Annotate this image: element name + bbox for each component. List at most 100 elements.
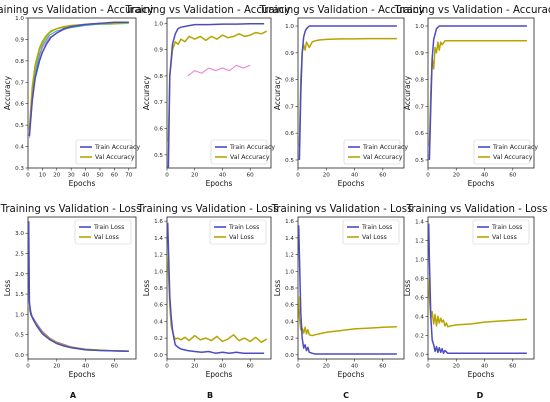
x-tick-label: 60 (509, 173, 517, 179)
y-tick-label: 0.5 (15, 333, 24, 339)
chart-title: Training vs Validation - Accuracy (125, 5, 291, 16)
subplot-loss_D: Training vs Validation - Loss 0 20 40 60 0.0 0… (403, 204, 547, 379)
y-tick-label: 0.8 (154, 74, 163, 80)
x-tick-label: 40 (481, 364, 489, 370)
x-tick-label: 40 (219, 364, 227, 370)
x-tick-label: 0 (26, 364, 30, 370)
x-axis-label: Epochs (338, 370, 365, 379)
axes-frame (27, 17, 137, 169)
y-tick-label: 0.4 (15, 145, 24, 151)
x-axis-label: Epochs (206, 370, 233, 379)
x-axis-label: Epochs (69, 179, 96, 188)
axes-frame (166, 17, 272, 169)
series-line-val (428, 278, 527, 328)
y-axis-label: Accuracy (403, 75, 412, 110)
x-axis-label: Epochs (468, 179, 495, 188)
y-axis-label: Loss (273, 280, 282, 297)
series-line-extra-teal (28, 308, 129, 352)
x-tick-label: 60 (111, 173, 119, 179)
x-tick-label: 20 (453, 364, 461, 370)
y-axis-label: Loss (403, 280, 412, 297)
y-axis-label: Loss (3, 280, 12, 297)
series-line-train (28, 221, 129, 353)
x-tick-label: 30 (68, 173, 76, 179)
y-tick-label: 1.6 (154, 219, 163, 225)
x-tick-label: 20 (191, 364, 199, 370)
series-line-train (298, 225, 397, 355)
series-line-extra-purple (28, 306, 129, 352)
chart-title: Training vs Validation - Loss (406, 204, 548, 215)
y-tick-label: 0.3 (15, 166, 24, 172)
axes-frame (427, 17, 535, 169)
x-tick-label: 0 (296, 364, 300, 370)
series-line-val (428, 40, 527, 147)
legend-entry: Val Loss (362, 234, 387, 241)
y-tick-label: 1.0 (415, 24, 424, 30)
y-tick-label: 2.0 (15, 272, 24, 278)
x-tick-label: 10 (39, 173, 47, 179)
y-tick-label: 0.6 (415, 131, 424, 137)
x-tick-label: 60 (247, 364, 255, 370)
x-tick-label: 70 (125, 173, 133, 179)
chart-title: Training vs Validation - Accuracy (259, 5, 425, 16)
legend-entry: Train Accuracy (492, 144, 538, 151)
legend-entry: Val Loss (229, 234, 254, 241)
chart-title: Training vs Validation - Loss (0, 204, 141, 215)
legend-entry: Val Loss (492, 234, 517, 241)
x-tick-label: 0 (426, 364, 430, 370)
axes-frame (27, 216, 137, 360)
y-tick-label: 0.7 (15, 80, 24, 86)
y-tick-label: 1.0 (154, 21, 163, 27)
x-axis-label: Epochs (69, 370, 96, 379)
x-tick-label: 0 (26, 173, 30, 179)
y-tick-label: 0.9 (154, 48, 163, 54)
series-line-val (28, 21, 129, 130)
x-tick-label: 0 (296, 173, 300, 179)
y-tick-label: 0.5 (154, 153, 163, 159)
x-tick-label: 60 (111, 364, 119, 370)
legend-entry: Train Accuracy (94, 144, 140, 151)
y-tick-label: 1.0 (154, 269, 163, 275)
legend-entry: Train Loss (361, 224, 392, 231)
y-tick-label: 1.0 (285, 24, 294, 30)
y-tick-label: 0.4 (154, 319, 163, 325)
y-tick-label: 0.5 (415, 158, 424, 164)
series-line-train (28, 21, 129, 136)
x-tick-label: 20 (323, 173, 331, 179)
series-line-train (298, 25, 397, 161)
series-line-val (298, 296, 397, 337)
y-tick-label: 1.5 (15, 292, 24, 298)
legend-box (342, 219, 400, 245)
legend: Train Loss Val Loss (209, 219, 267, 245)
y-tick-label: 1.0 (415, 258, 424, 264)
x-tick-label: 40 (82, 364, 90, 370)
x-tick-label: 60 (247, 173, 255, 179)
legend-entry: Val Accuracy (95, 154, 135, 161)
series-line-train (167, 222, 265, 354)
y-tick-label: 0.8 (285, 78, 294, 84)
legend-entry: Val Loss (94, 234, 119, 241)
y-tick-label: 1.0 (15, 16, 24, 22)
legend-box (210, 139, 268, 165)
y-tick-label: 0.6 (154, 303, 163, 309)
y-tick-label: 0.2 (285, 336, 294, 342)
x-tick-label: 40 (351, 364, 359, 370)
y-tick-label: 0.7 (285, 104, 294, 110)
y-tick-label: 1.2 (154, 253, 163, 259)
legend: Train Accuracy Val Accuracy (343, 139, 408, 165)
y-tick-label: 0.8 (415, 277, 424, 283)
subplot-acc_C: Training vs Validation - Accuracy 0 20 40 60… (259, 5, 425, 188)
x-tick-label: 40 (481, 173, 489, 179)
series-line-val (167, 254, 268, 344)
subplot-loss_A: Training vs Validation - Loss 0 20 40 60 0.0 0… (0, 204, 141, 379)
y-tick-label: 0.5 (285, 158, 294, 164)
y-tick-label: 1.0 (285, 269, 294, 275)
legend: Train Loss Val Loss (472, 219, 530, 245)
y-tick-label: 0.2 (415, 333, 424, 339)
x-axis-label: Epochs (468, 370, 495, 379)
legend-box (75, 139, 133, 165)
legend: Train Accuracy Val Accuracy (210, 139, 275, 165)
x-axis-label: Epochs (338, 179, 365, 188)
